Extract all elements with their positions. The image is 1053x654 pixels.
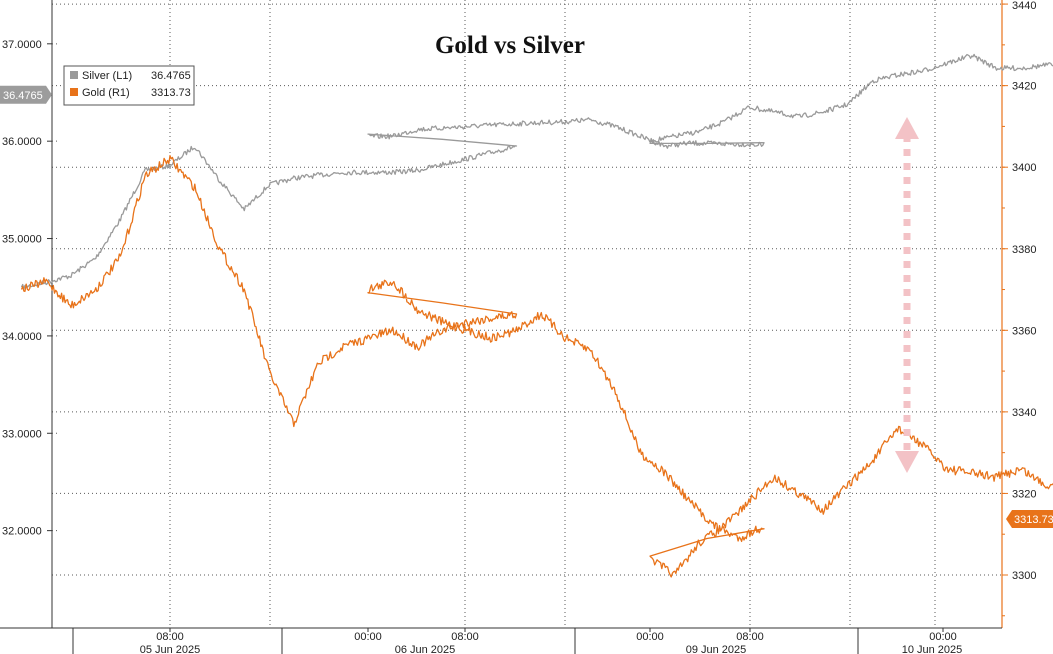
x-time-label: 00:00	[354, 631, 382, 643]
left-tick-label: 32.0000	[2, 526, 42, 538]
left-tick-label: 34.0000	[2, 331, 42, 343]
right-tick-label: 3380	[1012, 244, 1036, 256]
legend-value: 36.4765	[151, 70, 191, 82]
arrow-head-up	[895, 117, 919, 139]
gold-last-tag	[1006, 509, 1053, 528]
legend: Silver (L1) 36.4765 Gold (R1) 3313.73	[63, 65, 195, 106]
silver-last-value: 36.4765	[3, 90, 43, 102]
left-axis: 32.0000 33.0000 34.0000 35.0000 36.0000 37.00…	[2, 39, 60, 538]
x-time-label: 08:00	[156, 631, 184, 643]
left-tick-label: 37.0000	[2, 39, 42, 51]
right-axis: 3300 3320 3340 3360 3380 3400 3420 3440	[1002, 0, 1036, 617]
right-tick-label: 3340	[1012, 407, 1036, 419]
right-tick-label: 3420	[1012, 81, 1036, 93]
x-date-label: 09 Jun 2025	[686, 644, 747, 654]
x-date-label: 05 Jun 2025	[140, 644, 201, 654]
left-tick-label: 35.0000	[2, 234, 42, 246]
grid-lines	[0, 0, 1003, 629]
range-arrow	[895, 117, 919, 473]
x-date-label: 10 Jun 2025	[902, 644, 963, 654]
legend-box	[63, 65, 195, 106]
x-time-label: 00:00	[929, 631, 957, 643]
left-tick-label: 36.0000	[2, 136, 42, 148]
right-tick-label: 3360	[1012, 325, 1036, 337]
x-time-label: 00:00	[636, 631, 664, 643]
right-tick-label: 3400	[1012, 162, 1036, 174]
right-tick-label: 3320	[1012, 488, 1036, 500]
series-lines	[20, 53, 1053, 578]
silver-last-tag	[0, 85, 52, 104]
x-time-label: 08:00	[736, 631, 764, 643]
x-date-label: 06 Jun 2025	[395, 644, 456, 654]
left-tick-label: 33.0000	[2, 428, 42, 440]
legend-swatch	[70, 71, 78, 79]
legend-swatch	[70, 88, 78, 96]
x-axis: 08:00 00:00 08:00 00:00 08:00 00:00 05 Jun 202…	[72, 628, 963, 654]
x-time-label: 08:00	[451, 631, 479, 643]
chart-title: Gold vs Silver	[435, 32, 585, 59]
right-tick-label: 3300	[1012, 570, 1036, 582]
legend-value: 3313.73	[151, 87, 191, 99]
gold-last-value: 3313.73	[1014, 514, 1053, 526]
legend-label: Gold (R1)	[82, 87, 130, 99]
silver-line	[20, 53, 1053, 290]
gold-line	[20, 155, 1053, 578]
arrow-head-down	[895, 451, 919, 473]
legend-label: Silver (L1)	[82, 70, 132, 82]
last-value-tags: 36.4765 3313.73	[0, 85, 1053, 528]
right-tick-label: 3440	[1012, 0, 1036, 12]
